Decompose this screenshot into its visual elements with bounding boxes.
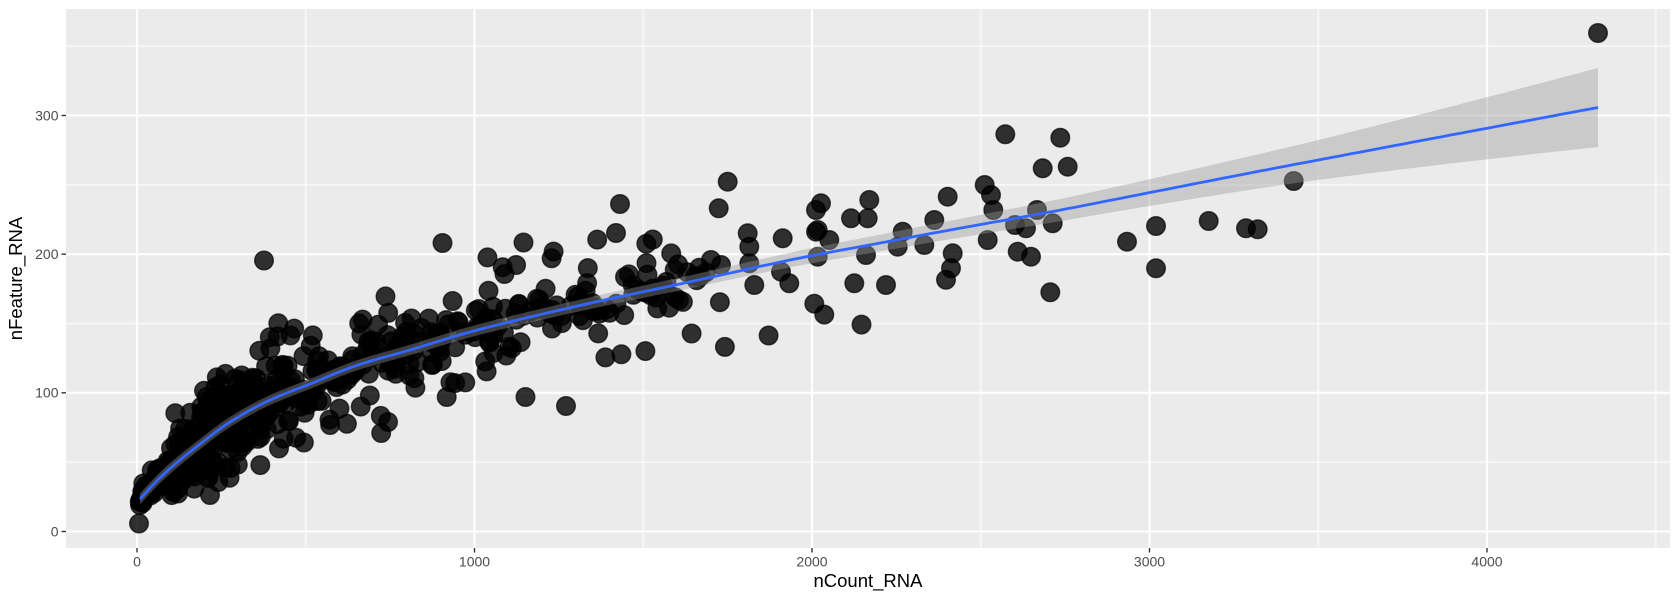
svg-text:2000: 2000 xyxy=(796,554,827,570)
svg-text:0: 0 xyxy=(133,554,141,570)
svg-text:4000: 4000 xyxy=(1471,554,1502,570)
svg-text:nCount_RNA: nCount_RNA xyxy=(813,570,923,592)
svg-text:0: 0 xyxy=(51,523,59,539)
svg-text:nFeature_RNA: nFeature_RNA xyxy=(5,216,27,340)
svg-text:300: 300 xyxy=(35,107,59,123)
svg-text:1000: 1000 xyxy=(459,554,490,570)
svg-text:200: 200 xyxy=(35,246,59,262)
svg-text:100: 100 xyxy=(35,385,59,401)
svg-text:3000: 3000 xyxy=(1134,554,1165,570)
